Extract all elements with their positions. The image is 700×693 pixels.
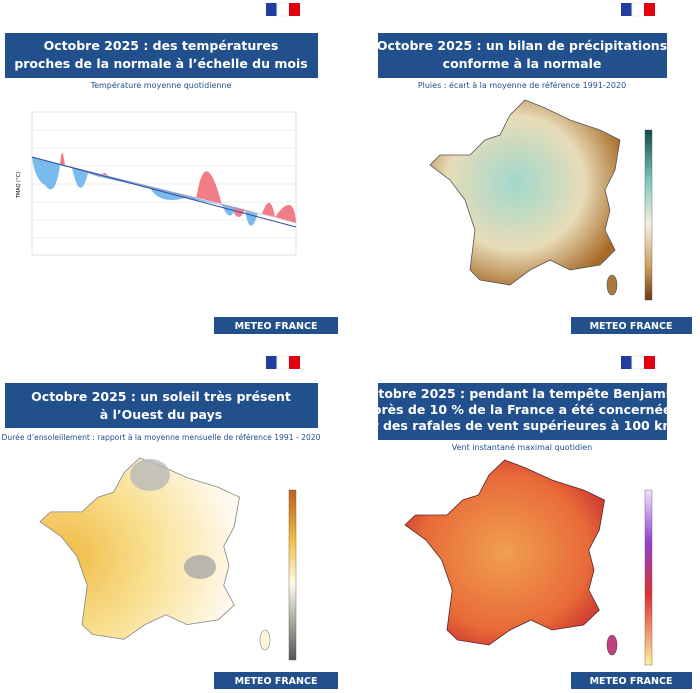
footer-box xyxy=(571,672,692,689)
title: Octobre 2025 : un bilan de précipitation… xyxy=(377,38,667,53)
flag xyxy=(621,2,655,17)
title: Octobre 2025 : un soleil très présent xyxy=(31,389,291,404)
footer-box xyxy=(571,317,692,334)
map xyxy=(429,99,621,286)
title: Octobre 2025 : pendant la tempête Benjam… xyxy=(360,386,683,401)
legend-bar xyxy=(644,129,653,301)
flag xyxy=(266,355,300,370)
corsica xyxy=(606,634,618,656)
axis-label: TMAQ (°C) xyxy=(16,172,22,199)
subtitle: Température moyenne quotidienne xyxy=(90,80,232,90)
title-box xyxy=(5,33,318,78)
footer: METEO FRANCE xyxy=(235,321,318,332)
legend-bar xyxy=(644,489,653,666)
title-box xyxy=(378,33,667,78)
corsica xyxy=(606,274,618,296)
map xyxy=(404,459,606,646)
map-zone xyxy=(130,459,170,491)
chart-grid xyxy=(31,111,297,256)
footer: METEO FRANCE xyxy=(590,676,673,687)
title: proches de la normale à l’échelle du moi… xyxy=(14,56,307,71)
corsica xyxy=(259,629,271,651)
footer: METEO FRANCE xyxy=(235,676,318,687)
subtitle: Pluies : écart à la moyenne de référence… xyxy=(418,80,626,90)
footer: METEO FRANCE xyxy=(590,321,673,332)
warm-area xyxy=(32,152,296,223)
subtitle: Durée d’ensoleillement : rapport à la mo… xyxy=(2,433,321,442)
title: par des rafales de vent supérieures à 10… xyxy=(355,418,689,433)
title: conforme à la normale xyxy=(443,56,602,71)
legend-bar xyxy=(288,489,297,661)
footer-box xyxy=(214,317,338,334)
flag xyxy=(266,2,300,17)
subtitle: Vent instantané maximal quotidien xyxy=(452,442,592,452)
normal-line xyxy=(31,156,297,228)
title-box xyxy=(378,383,667,440)
title-box xyxy=(5,383,318,428)
footer-box xyxy=(214,672,338,689)
title: à l’Ouest du pays xyxy=(100,407,222,422)
flag xyxy=(621,355,655,370)
title: Octobre 2025 : des températures xyxy=(44,38,279,53)
map-zone xyxy=(184,555,216,579)
title: près de 10 % de la France a été concerné… xyxy=(373,402,672,417)
